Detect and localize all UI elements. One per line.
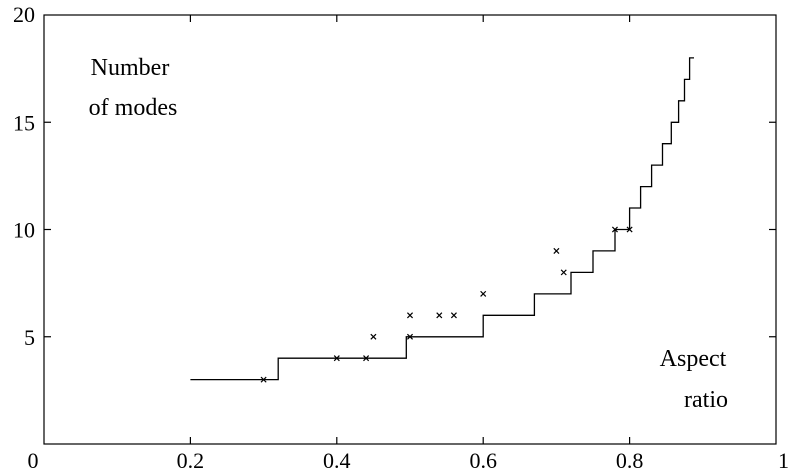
- x-tick-label: 1: [778, 448, 789, 471]
- scatter-point: [363, 355, 370, 362]
- marker-stroke: [560, 269, 567, 276]
- scatter-point: [370, 333, 377, 340]
- scatter-point: [260, 376, 267, 383]
- marker-stroke: [553, 247, 560, 254]
- marker-stroke: [333, 355, 340, 362]
- scatter-point: [553, 247, 560, 254]
- marker-stroke: [363, 355, 370, 362]
- marker-stroke: [611, 226, 618, 233]
- marker-stroke: [450, 312, 457, 319]
- y-tick-label: 15: [13, 110, 35, 135]
- scatter-point: [626, 226, 633, 233]
- scatter-point: [436, 312, 443, 319]
- marker-stroke: [480, 290, 487, 297]
- marker-stroke: [436, 312, 443, 319]
- annotation-number: Number: [91, 55, 170, 81]
- step-line: [190, 57, 694, 381]
- marker-stroke: [626, 226, 633, 233]
- annotations: Number of modes Aspect ratio: [89, 55, 728, 413]
- markers: [260, 226, 633, 383]
- series-layer: [190, 57, 694, 381]
- scatter-point: [480, 290, 487, 297]
- annotation-ratio: ratio: [684, 387, 728, 413]
- scatter-point: [450, 312, 457, 319]
- x-tick-label: 0.4: [323, 448, 351, 471]
- marker-stroke: [406, 333, 414, 340]
- ticks: [44, 15, 776, 444]
- y-tick-label: 20: [13, 2, 35, 27]
- scatter-point: [406, 312, 414, 319]
- marker-stroke: [370, 333, 377, 340]
- x-tick-label: 0.6: [469, 448, 497, 471]
- y-tick-label: 5: [24, 325, 35, 350]
- scatter-point: [560, 269, 567, 276]
- marker-stroke: [260, 376, 267, 383]
- marker-stroke: [406, 312, 414, 319]
- y-tick-label: 10: [13, 218, 35, 243]
- scatter-point: [406, 333, 414, 340]
- x-tick-label: 0.8: [616, 448, 644, 471]
- annotation-aspect: Aspect: [660, 346, 727, 372]
- scatter-point: [611, 226, 618, 233]
- scatter-point: [333, 355, 340, 362]
- x-tick-label: 0.2: [177, 448, 205, 471]
- annotation-of-modes: of modes: [89, 95, 178, 121]
- x-tick-label: 0: [28, 448, 39, 471]
